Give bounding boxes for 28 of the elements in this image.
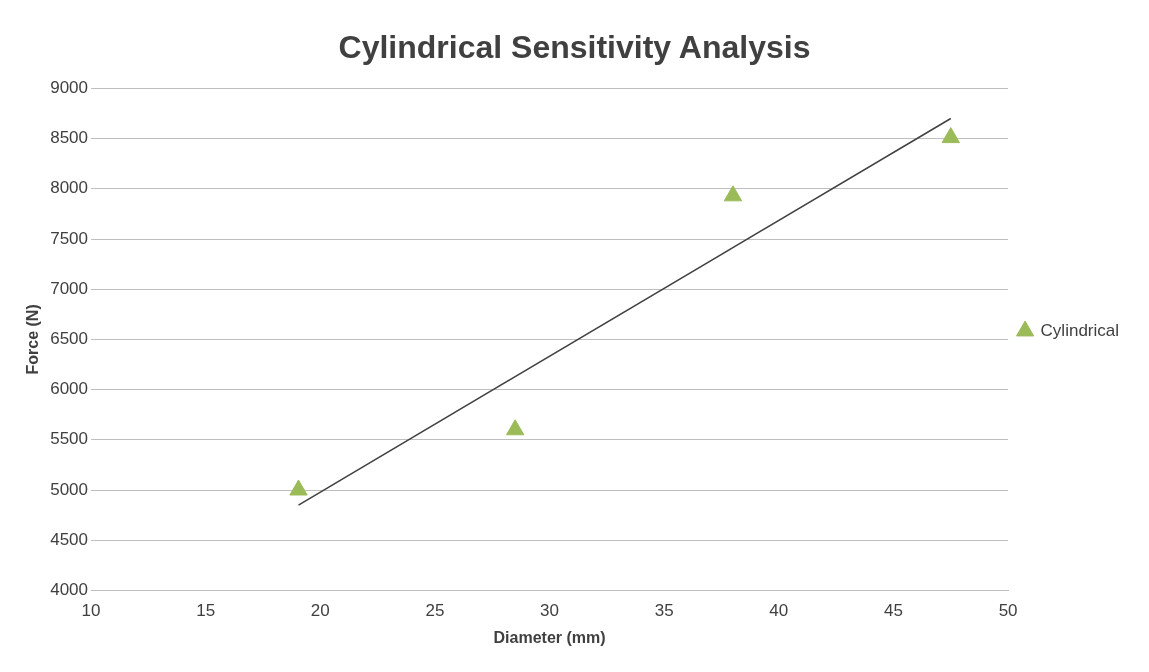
y-tick-label: 6000 [50, 379, 89, 399]
y-tick-label: 6500 [50, 329, 89, 349]
y-tick-label: 8000 [50, 178, 89, 198]
point [289, 479, 308, 496]
x-tick-label: 20 [310, 601, 330, 621]
point [941, 127, 960, 144]
legend-label: Cylindrical [1040, 320, 1120, 340]
y-tick-label: 4000 [50, 580, 89, 600]
x-tick-label: 10 [81, 601, 101, 621]
x-tick-label: 30 [540, 601, 560, 621]
y-tick-label: 4500 [50, 529, 89, 549]
point [506, 419, 525, 436]
y-tick-label: 7500 [50, 228, 89, 248]
x-tick-label: 45 [884, 601, 903, 621]
x-tick-label: 50 [998, 601, 1018, 621]
x-tick-label: 40 [769, 601, 789, 621]
x-tick-label: 15 [196, 601, 216, 621]
x-tick-label: 25 [425, 601, 445, 621]
chart-title: Cylindrical Sensitivity Analysis [338, 29, 811, 66]
y-tick-label: 5000 [50, 479, 89, 499]
x-tick-label: 35 [654, 601, 674, 621]
y-axis-title: Force (N) [24, 304, 42, 375]
x-axis-title: Diameter (mm) [493, 628, 606, 646]
y-tick-label: 9000 [50, 78, 89, 98]
y-tick-label: 7000 [50, 278, 89, 298]
y-tick-label: 5500 [50, 429, 89, 449]
point [723, 185, 743, 202]
y-tick-label: 8500 [50, 128, 89, 148]
